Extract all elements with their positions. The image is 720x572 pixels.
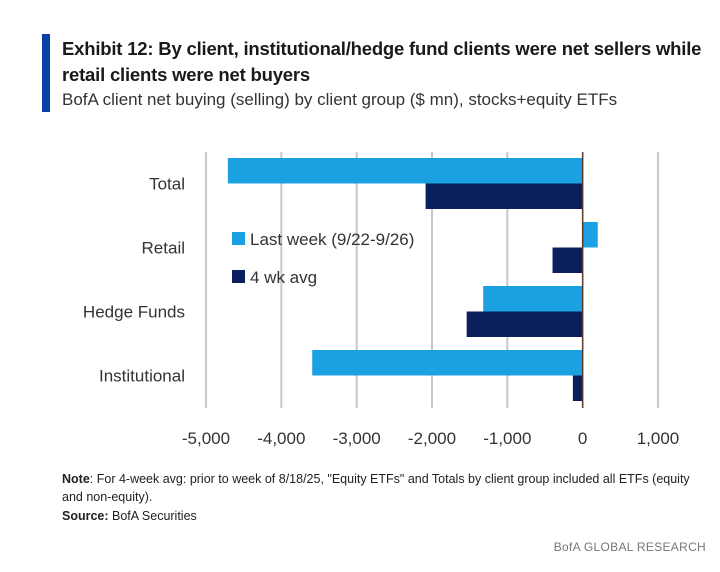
source-text: BofA Securities <box>108 509 197 523</box>
x-tick-label: -4,000 <box>257 429 305 448</box>
category-label: Total <box>149 175 185 194</box>
category-label: Hedge Funds <box>83 303 185 322</box>
x-tick-label: 1,000 <box>637 429 680 448</box>
exhibit-subtitle: BofA client net buying (selling) by clie… <box>62 90 618 109</box>
bar-last-week <box>582 222 598 248</box>
x-tick-label: -5,000 <box>182 429 230 448</box>
legend-label: 4 wk avg <box>250 268 317 287</box>
bar-last-week <box>227 158 583 184</box>
source-label: Source: <box>62 509 109 523</box>
x-tick-label: -2,000 <box>408 429 456 448</box>
x-tick-label: 0 <box>578 429 587 448</box>
note-label: Note <box>62 472 90 486</box>
category-label: Institutional <box>99 367 185 386</box>
bar-last-week <box>312 350 583 376</box>
bar-last-week <box>483 286 583 312</box>
x-tick-label: -1,000 <box>483 429 531 448</box>
legend-swatch <box>232 270 245 283</box>
source: Source: BofA Securities <box>62 509 197 523</box>
x-tick-label: -3,000 <box>333 429 381 448</box>
bar-4wk-avg <box>466 311 583 337</box>
brand-footer: BofA GLOBAL RESEARCH <box>553 540 706 554</box>
legend-label: Last week (9/22-9/26) <box>250 230 414 249</box>
footnote: Note: For 4-week avg: prior to week of 8… <box>62 470 702 506</box>
bar-4wk-avg <box>425 183 583 209</box>
bar-4wk-avg <box>552 247 583 273</box>
category-label: Retail <box>142 239 185 258</box>
exhibit-title: Exhibit 12: By client, institutional/hed… <box>62 38 702 85</box>
note-text: : For 4-week avg: prior to week of 8/18/… <box>62 472 690 504</box>
legend-swatch <box>232 232 245 245</box>
title-accent-bar <box>42 34 50 112</box>
bar-4wk-avg <box>572 375 583 401</box>
